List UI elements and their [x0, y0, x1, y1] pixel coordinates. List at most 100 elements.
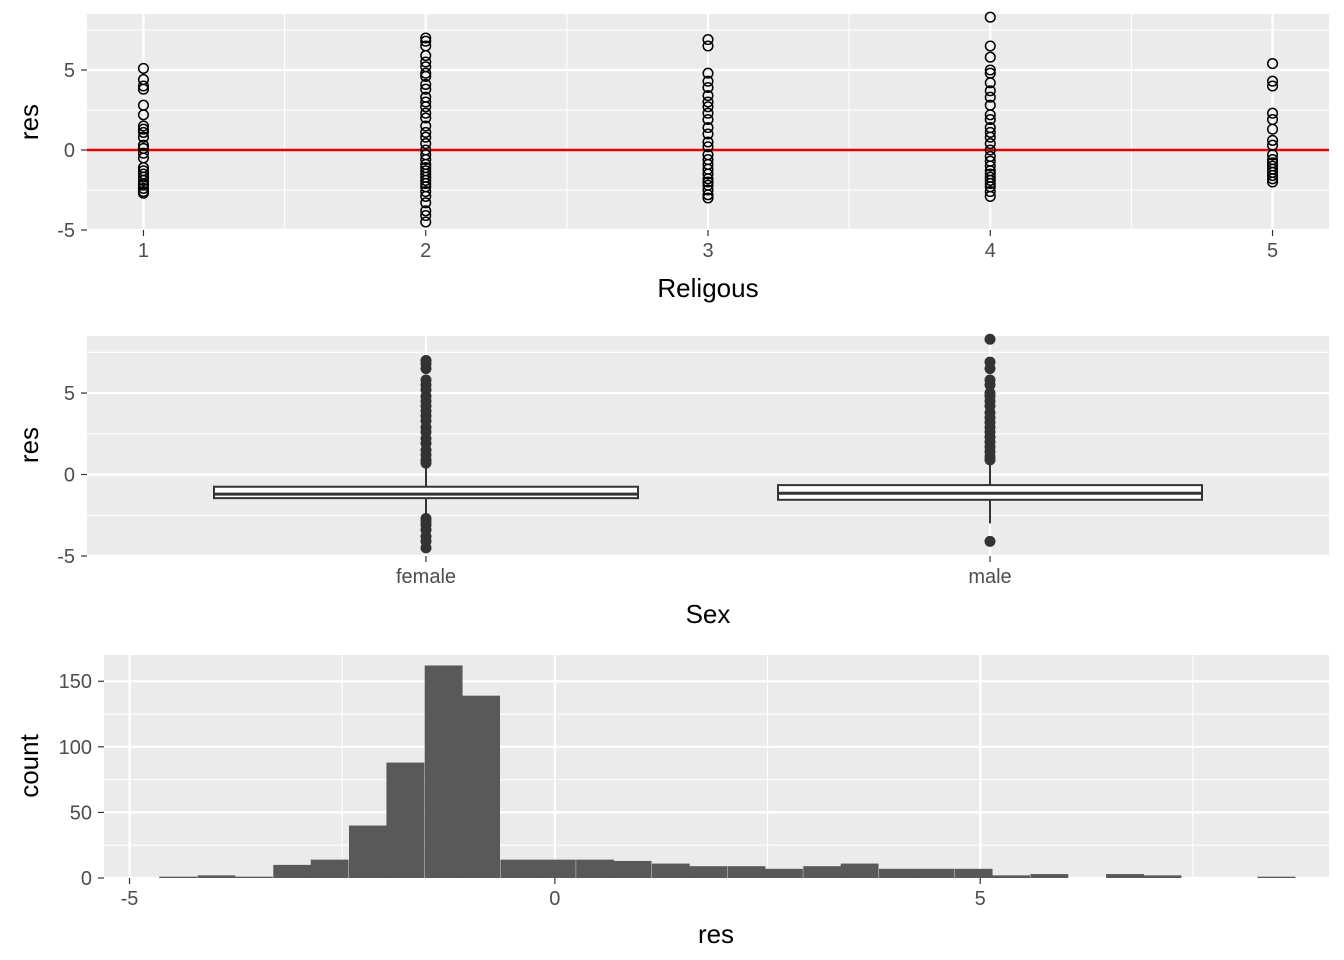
scatter-point	[420, 56, 432, 68]
scatter-point	[137, 179, 150, 191]
histogram-bar	[764, 868, 803, 878]
scatter-y-tick-label: 5	[64, 60, 75, 82]
histogram-bar	[273, 864, 312, 878]
scatter-point	[1266, 75, 1279, 87]
scatter-point	[137, 109, 150, 121]
scatter-point	[420, 70, 432, 82]
histogram-bar	[878, 868, 917, 878]
histogram-bar	[1106, 874, 1144, 878]
histogram-panel-background	[104, 655, 1329, 878]
scatter-point	[420, 186, 432, 198]
scatter-point	[702, 192, 714, 204]
scatter-point	[420, 112, 432, 124]
boxplot-panel-background	[87, 336, 1329, 556]
scatter-point	[420, 216, 432, 228]
scatter-point	[984, 178, 996, 190]
box-outlier-point	[420, 363, 432, 375]
scatter-point	[420, 154, 432, 166]
histogram-bar	[803, 866, 842, 878]
scatter-point	[137, 131, 150, 143]
histogram-bar	[727, 866, 766, 878]
scatter-point	[137, 123, 150, 135]
scatter-point	[420, 107, 432, 119]
scatter-point	[1266, 134, 1279, 146]
scatter-point	[702, 75, 714, 87]
scatter-point	[1266, 176, 1279, 188]
boxplot-y-axis-label: res	[14, 427, 44, 463]
histogram-bar	[537, 859, 576, 878]
histogram-bar	[916, 868, 955, 878]
scatter-point	[420, 205, 432, 217]
histogram-bar	[992, 875, 1030, 878]
scatter-point	[137, 83, 150, 95]
box-outlier-point	[420, 457, 432, 469]
scatter-point	[984, 138, 996, 150]
religous-scatter-plot: -5 0 5 1 2 3 4 5	[57, 11, 1329, 262]
scatter-point	[420, 190, 432, 202]
scatter-y-axis-label: res	[14, 104, 44, 140]
scatter-point	[420, 174, 432, 186]
histogram-bar	[197, 875, 236, 878]
box-outlier-point	[984, 363, 996, 375]
histogram-bar	[424, 665, 463, 878]
scatter-point	[420, 131, 432, 143]
scatter-point	[702, 176, 714, 188]
scatter-point	[984, 91, 996, 103]
scatter-point	[984, 51, 996, 63]
scatter-x-tick-label: 5	[1267, 240, 1278, 262]
scatter-x-tick-label: 2	[420, 240, 431, 262]
scatter-point	[984, 144, 996, 156]
boxplot-x-axis-label: Sex	[686, 599, 731, 629]
histogram-bar	[1030, 874, 1069, 878]
box-outlier-point	[984, 535, 996, 547]
scatter-point	[420, 32, 432, 44]
scatter-point	[420, 96, 432, 108]
scatter-x-tick-label: 4	[985, 240, 996, 262]
histogram-bar	[386, 762, 425, 878]
boxplot-x-tick-label: female	[396, 566, 456, 588]
scatter-point	[702, 67, 714, 79]
boxplot-y-tick-label: 5	[64, 383, 75, 405]
histogram-bar	[159, 876, 198, 878]
histogram-bar	[500, 859, 539, 878]
scatter-point	[1266, 123, 1279, 135]
scatter-point	[984, 160, 996, 172]
scatter-x-tick-label: 1	[138, 240, 149, 262]
scatter-point	[702, 101, 714, 113]
scatter-point	[137, 174, 150, 186]
histogram-bar	[651, 863, 690, 878]
histogram-bar	[349, 825, 387, 878]
scatter-point	[420, 101, 432, 113]
scatter-y-tick-label: -5	[57, 220, 75, 242]
histogram-x-tick-label: -5	[121, 888, 139, 910]
histogram-y-axis-label: count	[14, 733, 44, 797]
scatter-point	[420, 50, 432, 62]
histogram-bar	[1257, 876, 1296, 878]
scatter-point	[702, 96, 714, 108]
sex-boxplot: -5 0 5 female male	[57, 333, 1329, 588]
scatter-point	[420, 67, 432, 79]
boxplot-y-tick-label: 0	[64, 465, 75, 487]
scatter-point	[702, 90, 714, 102]
scatter-point	[137, 80, 150, 92]
histogram-bar	[1143, 875, 1182, 878]
histogram-y-tick-label: 100	[59, 737, 92, 759]
scatter-point	[420, 197, 432, 209]
scatter-point	[984, 131, 996, 143]
scatter-point	[1266, 107, 1279, 119]
scatter-point	[702, 168, 714, 180]
scatter-point	[984, 77, 996, 89]
histogram-bar	[462, 695, 500, 878]
scatter-x-tick-label: 3	[702, 240, 713, 262]
scatter-point	[137, 182, 150, 194]
histogram-bar	[954, 868, 993, 878]
scatter-point	[420, 78, 432, 90]
scatter-point	[702, 173, 714, 185]
histogram-bar	[576, 859, 614, 878]
histogram-y-tick-label: 0	[81, 868, 92, 890]
histogram-x-tick-label: 5	[975, 888, 986, 910]
scatter-point	[702, 128, 714, 140]
scatter-point	[984, 64, 996, 76]
scatter-point	[137, 62, 150, 74]
scatter-point	[420, 35, 432, 47]
